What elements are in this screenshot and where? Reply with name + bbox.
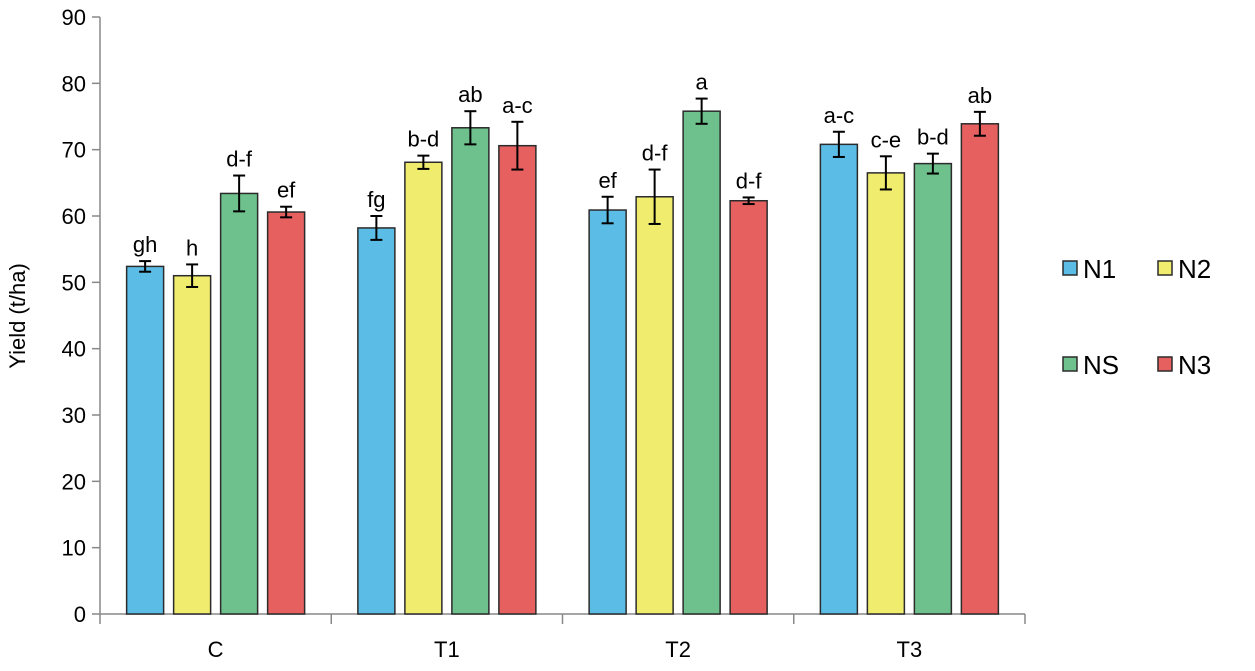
significance-label: gh (133, 232, 157, 257)
bar-n1 (588, 209, 627, 615)
bar-n3 (960, 123, 1000, 615)
y-tick-label: 40 (62, 337, 86, 362)
bars: gh h d-f ef fg b-d ab a-c ef d-f a d-f a-c c-e b-d ab (125, 70, 1000, 615)
legend-label-ns: NS (1083, 350, 1119, 380)
y-tick-label: 30 (62, 403, 86, 428)
significance-label: a-c (502, 93, 533, 118)
significance-label: d-f (642, 141, 669, 166)
significance-label: a-c (824, 103, 855, 128)
bar-n2 (635, 196, 674, 615)
y-tick-label: 10 (62, 536, 86, 561)
y-tick-label: 90 (62, 5, 86, 30)
significance-label: b-d (917, 125, 949, 150)
bar-n2 (404, 161, 443, 615)
y-tick-label: 80 (62, 71, 86, 96)
legend-label-n2: N2 (1178, 254, 1211, 284)
significance-label: ab (968, 83, 992, 108)
significance-label: ef (598, 168, 617, 193)
x-tick-label: T1 (434, 637, 460, 662)
legend-swatch-n3 (1157, 356, 1173, 372)
bar-n3 (729, 199, 768, 615)
significance-label: c-e (871, 127, 902, 152)
y-tick-label: 0 (74, 602, 86, 627)
significance-label: ab (458, 82, 482, 107)
bar-n2 (866, 172, 906, 615)
bar-n1 (819, 143, 859, 615)
x-tick-label: C (208, 637, 224, 662)
bar-ns (451, 127, 490, 615)
legend-swatch-ns (1062, 356, 1078, 372)
y-tick-label: 50 (62, 270, 86, 295)
significance-label: a (696, 70, 709, 95)
significance-label: d-f (226, 147, 253, 172)
bar-n1 (357, 227, 396, 615)
significance-label: b-d (407, 127, 439, 152)
legend: N1 N2 NS N3 (1062, 254, 1211, 380)
x-tick-label: T2 (665, 637, 691, 662)
bar-n2 (172, 274, 212, 615)
bar-n1 (125, 265, 165, 615)
legend-label-n3: N3 (1178, 350, 1211, 380)
bar-ns (219, 192, 259, 615)
legend-label-n1: N1 (1083, 254, 1116, 284)
bar-n3 (498, 144, 537, 615)
y-tick-label: 20 (62, 469, 86, 494)
bar-ns (682, 110, 721, 615)
y-axis-title: Yield (t/ha) (5, 263, 30, 369)
legend-swatch-n2 (1157, 260, 1173, 276)
bar-n3 (266, 211, 306, 615)
y-tick-label: 60 (62, 204, 86, 229)
y-tick-label: 70 (62, 138, 86, 163)
significance-label: d-f (736, 168, 763, 193)
axes: 0 10 20 30 40 50 60 70 80 90 C T1 T2 T3 (62, 5, 1026, 662)
x-tick-label: T3 (897, 637, 923, 662)
significance-label: fg (367, 187, 385, 212)
significance-label: ef (277, 178, 296, 203)
significance-label: h (186, 235, 198, 260)
legend-swatch-n1 (1062, 260, 1078, 276)
bar-ns (913, 162, 953, 615)
